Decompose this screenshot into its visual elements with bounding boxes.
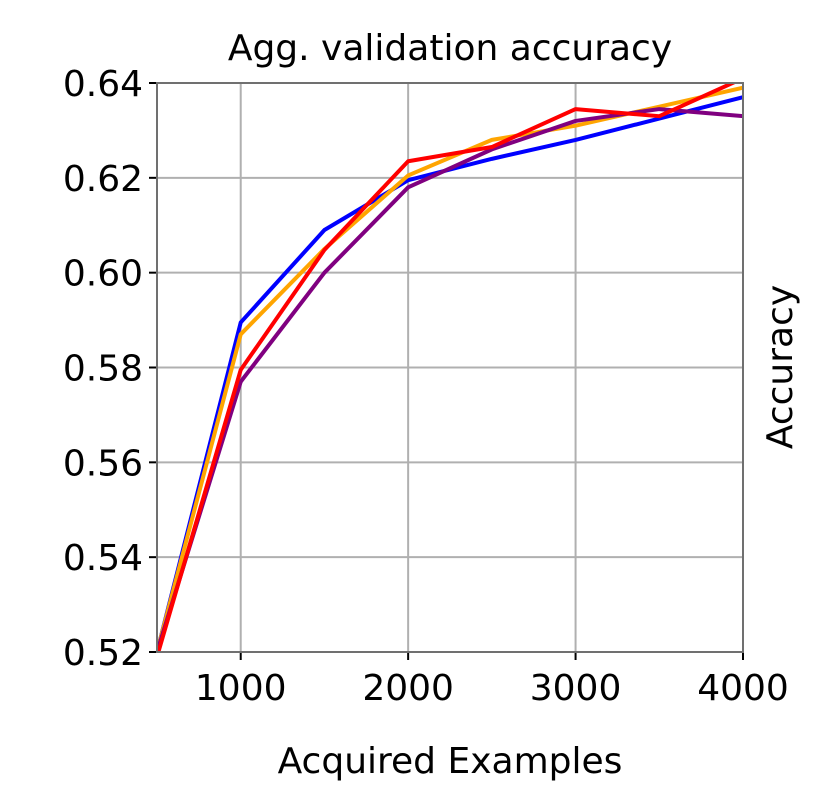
y-tick-label: 0.58 (63, 349, 143, 390)
chart-title: Agg. validation accuracy (228, 28, 672, 69)
x-axis-label: Acquired Examples (278, 741, 623, 782)
series-line (157, 83, 738, 652)
x-tick-label: 3000 (530, 668, 622, 709)
series-line (157, 107, 743, 652)
y-tick-label: 0.54 (63, 538, 143, 579)
x-tick-label: 1000 (195, 668, 287, 709)
y-tick-label: 0.52 (63, 633, 143, 674)
y-tick-label: 0.64 (63, 64, 143, 105)
series-line (157, 85, 743, 652)
y-tick-label: 0.60 (63, 254, 143, 295)
plot-area (157, 83, 743, 652)
y-tick-label: 0.56 (63, 443, 143, 484)
y-axis-label: Accuracy (760, 285, 801, 449)
x-tick-label: 4000 (697, 668, 789, 709)
y-tick-label: 0.62 (63, 159, 143, 200)
x-tick-label: 2000 (362, 668, 454, 709)
plot-frame (156, 82, 744, 653)
